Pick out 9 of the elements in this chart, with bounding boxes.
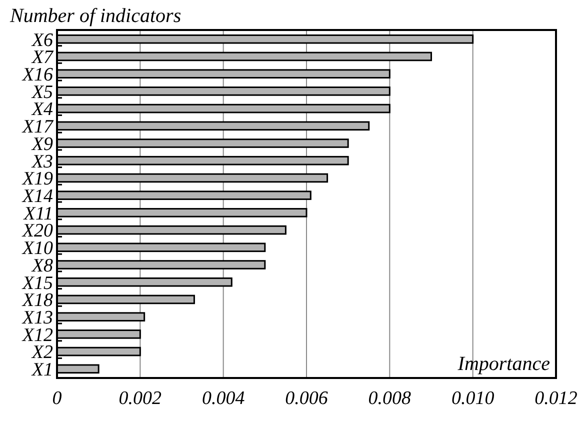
x-tick-label: 0.008 bbox=[368, 388, 412, 409]
x-tick-label: 0.004 bbox=[202, 388, 246, 409]
x-tick-label: 0.006 bbox=[285, 388, 328, 409]
x-tick-label: 0.002 bbox=[118, 388, 162, 409]
x-tick-label: 0.010 bbox=[451, 388, 495, 409]
x-axis-title: Importance bbox=[456, 353, 550, 375]
y-axis-title: Number of indicators bbox=[9, 5, 182, 27]
x-tick-label: 0.012 bbox=[534, 388, 578, 409]
x-tick-label: 0 bbox=[52, 388, 62, 409]
